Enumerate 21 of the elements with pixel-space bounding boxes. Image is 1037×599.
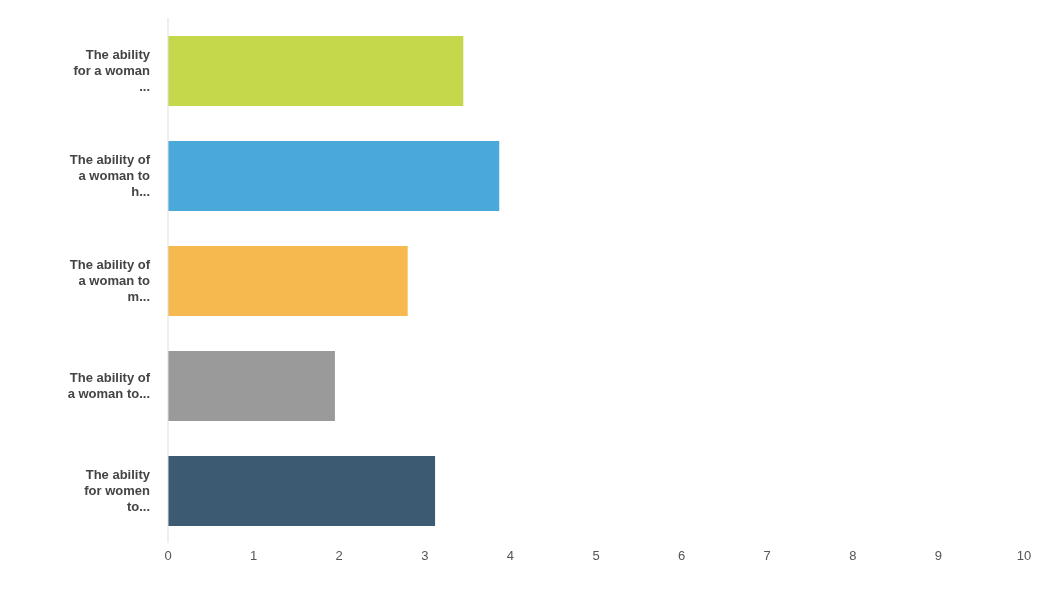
x-tick-label: 4 [506,548,515,564]
bar [168,36,464,106]
bar [168,246,408,316]
y-tick-label: The ability for women to... [84,466,151,514]
y-tick-label: The ability of a woman to m... [69,256,151,304]
x-tick-label: 8 [849,548,857,564]
x-tick-label: 6 [677,548,686,564]
y-tick-label: The ability for a woman ... [73,46,151,94]
x-tick-label: 10 [1016,548,1032,564]
x-tick-label: 5 [592,548,600,564]
bar [168,351,335,421]
bar [168,141,500,211]
x-tick-label: 7 [763,548,771,564]
x-tick-label: 3 [421,548,429,564]
y-tick-label: The ability of a woman to... [67,369,151,401]
bar [168,456,436,526]
y-tick-label: The ability of a woman to h... [69,151,151,199]
x-tick-label: 2 [335,548,343,564]
x-tick-label: 1 [249,548,258,564]
x-tick-label: 9 [934,548,943,564]
x-tick-label: 0 [164,548,172,564]
